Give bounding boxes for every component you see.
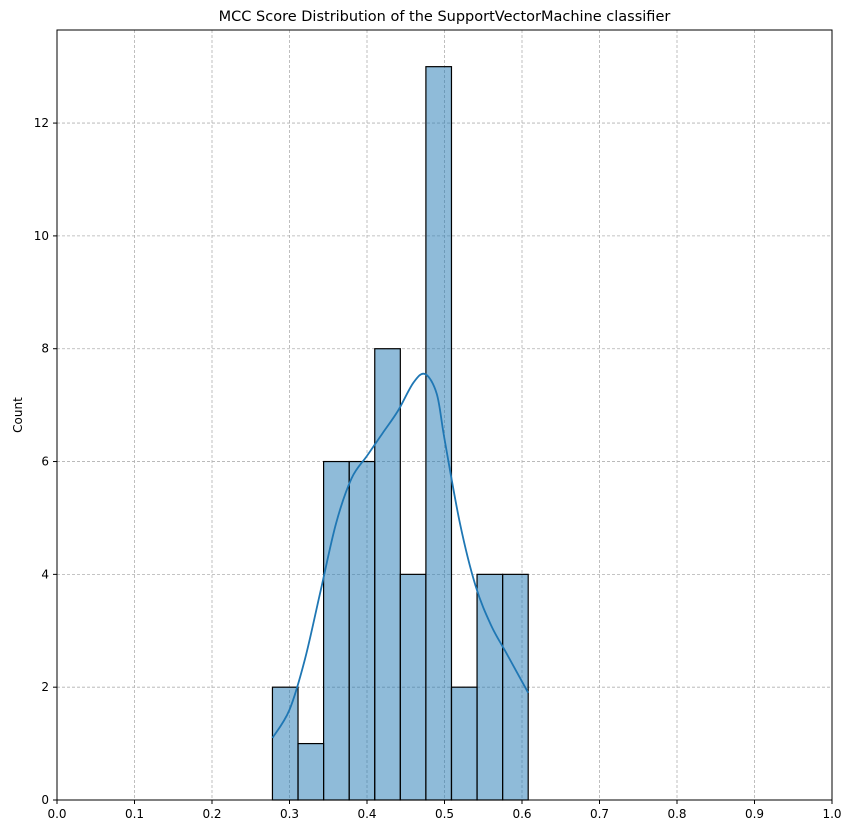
chart-title: MCC Score Distribution of the SupportVec… — [219, 9, 671, 25]
y-tick-label-4: 8 — [41, 342, 49, 356]
histogram-bar-2 — [323, 460, 350, 801]
histogram-bar-8 — [476, 573, 504, 801]
histogram-bar-9 — [502, 573, 529, 801]
y-tick-label-0: 0 — [41, 793, 49, 807]
x-tick-label-10: 1.0 — [822, 807, 841, 821]
x-tick-label-0: 0.0 — [47, 807, 66, 821]
y-tick-label-2: 4 — [41, 567, 49, 581]
y-tick-label-6: 12 — [34, 116, 49, 130]
histogram-bar-3 — [348, 460, 376, 801]
histogram-bar-7 — [450, 686, 478, 801]
y-tick-label-1: 2 — [41, 680, 49, 694]
bars — [271, 66, 529, 801]
histogram-bar-0 — [271, 686, 299, 801]
x-tick-label-3: 0.3 — [280, 807, 299, 821]
plot-area-frame — [56, 29, 833, 801]
x-tick-label-2: 0.2 — [202, 807, 221, 821]
y-tick-label-3: 6 — [41, 455, 49, 469]
histogram-bar-4 — [374, 348, 401, 801]
x-tick-label-8: 0.8 — [667, 807, 686, 821]
x-tick-label-5: 0.5 — [435, 807, 454, 821]
histogram-bar-5 — [399, 573, 427, 801]
x-axis-ticks: 0.0 0.1 0.2 0.3 0.4 0.5 0.6 0.7 0.8 0.9 1.0 — [47, 800, 842, 821]
y-axis-ticks: 0 2 4 6 8 10 12 — [34, 116, 57, 807]
x-tick-label-7: 0.7 — [590, 807, 609, 821]
y-axis-label: Count — [11, 397, 25, 433]
y-tick-label-5: 10 — [34, 229, 49, 243]
histogram-bar-6 — [425, 66, 453, 801]
x-tick-label-6: 0.6 — [512, 807, 531, 821]
kde-line — [271, 372, 529, 739]
x-tick-label-9: 0.9 — [745, 807, 764, 821]
x-tick-label-4: 0.4 — [357, 807, 376, 821]
histogram-bar-1 — [297, 742, 325, 801]
x-tick-label-1: 0.1 — [125, 807, 144, 821]
kde-curve — [271, 372, 529, 739]
